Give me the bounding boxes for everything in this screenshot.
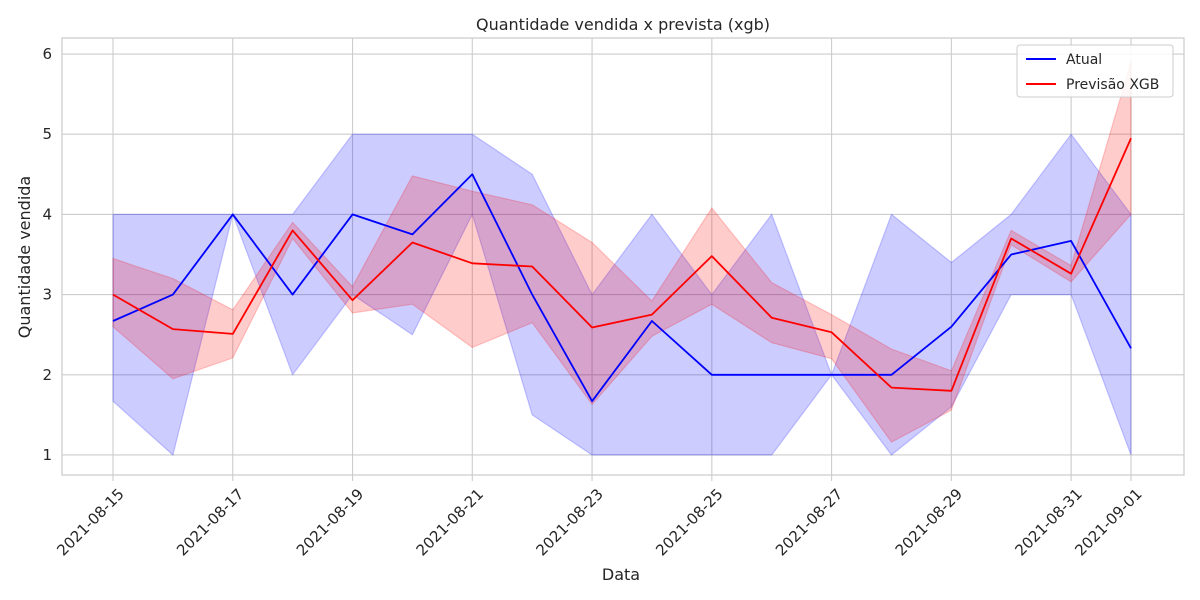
x-tick-label-2021-08-27: 2021-08-27	[772, 485, 846, 559]
legend-label-atual: Atual	[1066, 52, 1102, 68]
x-axis-title: Data	[602, 565, 640, 584]
y-tick-label-2: 2	[42, 366, 52, 384]
chart-title: Quantidade vendida x prevista (xgb)	[476, 15, 770, 34]
series-lines	[112, 137, 1132, 403]
y-axis-title: Quantidade vendida	[15, 176, 34, 338]
grid	[62, 38, 1184, 475]
legend: Atual Previsão XGB	[1016, 44, 1174, 98]
y-tick-label-5: 5	[42, 125, 52, 143]
x-tick-label-2021-08-15: 2021-08-15	[53, 485, 127, 559]
x-tick-label-2021-08-21: 2021-08-21	[413, 485, 487, 559]
series-line-atual	[112, 173, 1132, 403]
y-tick-label-3: 3	[42, 286, 52, 304]
x-tick-label-2021-08-23: 2021-08-23	[532, 485, 606, 559]
y-tick-label-6: 6	[42, 45, 52, 63]
series-line-previsao-xgb	[112, 137, 1132, 392]
legend-label-previsao-xgb: Previsão XGB	[1066, 77, 1159, 93]
band-previsao-xgb	[112, 61, 1132, 443]
y-tick-label-1: 1	[42, 446, 52, 464]
y-tick-label-4: 4	[42, 205, 52, 223]
plot-frame	[61, 37, 1185, 476]
x-tick-label-2021-08-29: 2021-08-29	[892, 485, 966, 559]
plot-background	[62, 38, 1184, 475]
y-axis: 1 2 3 4 5 6	[42, 45, 52, 464]
x-axis: 2021-08-15 2021-08-17 2021-08-19 2021-08-21…	[53, 475, 1146, 559]
x-tick-label-2021-08-25: 2021-08-25	[652, 485, 726, 559]
x-tick-label-2021-08-17: 2021-08-17	[173, 485, 247, 559]
x-tick-label-2021-08-19: 2021-08-19	[293, 485, 367, 559]
